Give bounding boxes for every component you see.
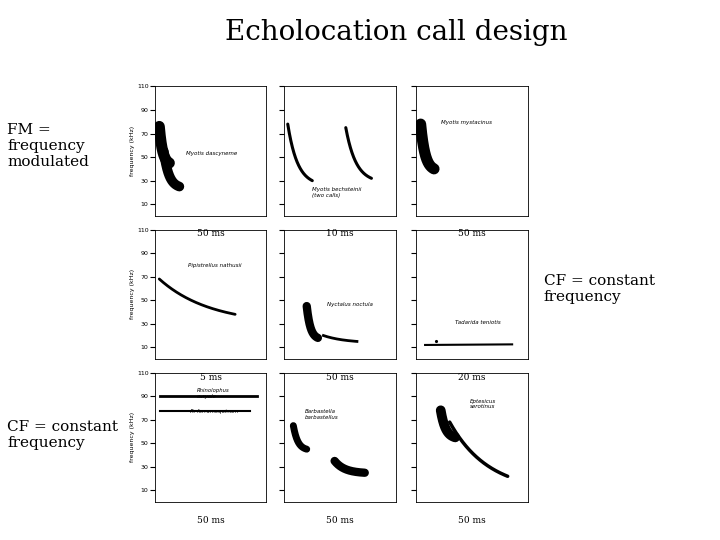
Text: Barbastella
barbastellus: Barbastella barbastellus	[305, 409, 338, 420]
Y-axis label: frequency (kHz): frequency (kHz)	[130, 269, 135, 319]
Text: CF = constant
frequency: CF = constant frequency	[544, 274, 654, 304]
Text: Echolocation call design: Echolocation call design	[225, 19, 567, 46]
Y-axis label: frequency (kHz): frequency (kHz)	[130, 413, 135, 462]
Text: 20 ms: 20 ms	[458, 373, 486, 382]
Text: 50 ms: 50 ms	[326, 516, 354, 525]
Text: 10 ms: 10 ms	[326, 230, 354, 239]
Text: – R. ferrumequinum: – R. ferrumequinum	[186, 409, 238, 414]
Text: 50 ms: 50 ms	[197, 516, 225, 525]
Text: Myotis dascyneme: Myotis dascyneme	[186, 151, 238, 156]
Text: 50 ms: 50 ms	[326, 373, 354, 382]
Text: Tadarida teniotis: Tadarida teniotis	[455, 320, 501, 325]
Text: 5 ms: 5 ms	[199, 373, 222, 382]
Text: FM =
frequency
modulated: FM = frequency modulated	[7, 123, 89, 169]
Text: CF = constant
frequency: CF = constant frequency	[7, 420, 118, 450]
Text: 50 ms: 50 ms	[458, 516, 486, 525]
Text: 50 ms: 50 ms	[458, 230, 486, 239]
Text: Eptesicus
serotinus: Eptesicus serotinus	[469, 399, 496, 409]
Text: Myotis mystacinus: Myotis mystacinus	[441, 120, 492, 125]
Y-axis label: frequency (kHz): frequency (kHz)	[130, 126, 135, 176]
Text: Pipistrellus nathusii: Pipistrellus nathusii	[189, 264, 242, 268]
Text: Rhinolophus
euryale: Rhinolophus euryale	[197, 388, 230, 399]
Text: 50 ms: 50 ms	[197, 230, 225, 239]
Text: Nyctalus noctula: Nyctalus noctula	[327, 302, 373, 307]
Text: Myotis bechsteinii
(two calls): Myotis bechsteinii (two calls)	[312, 187, 361, 198]
